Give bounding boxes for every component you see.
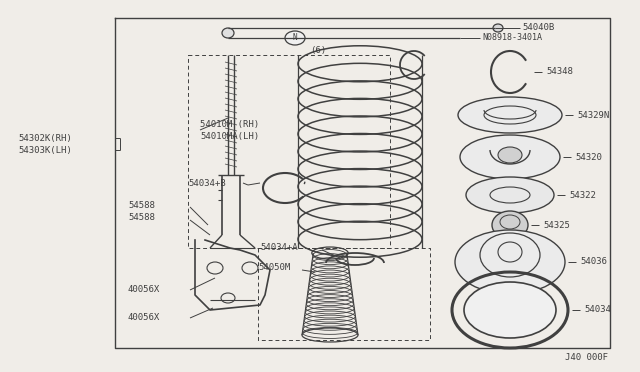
Text: 54050M: 54050M: [258, 263, 291, 273]
Text: 54034+B: 54034+B: [188, 179, 226, 187]
Text: 54034: 54034: [584, 305, 611, 314]
Text: 54303K(LH): 54303K(LH): [18, 145, 72, 154]
Text: 54036: 54036: [580, 257, 607, 266]
Text: (6): (6): [310, 45, 326, 55]
Text: 54320: 54320: [575, 153, 602, 161]
Text: N: N: [292, 33, 298, 42]
Ellipse shape: [222, 28, 234, 38]
Ellipse shape: [498, 147, 522, 163]
Ellipse shape: [466, 177, 554, 213]
Text: 54302K(RH): 54302K(RH): [18, 134, 72, 142]
Ellipse shape: [464, 282, 556, 338]
Text: 40056X: 40056X: [128, 285, 160, 295]
Text: 54329N: 54329N: [577, 110, 609, 119]
Text: 54325: 54325: [543, 221, 570, 230]
Text: 54348: 54348: [546, 67, 573, 77]
Ellipse shape: [285, 31, 305, 45]
Text: 54010M (RH): 54010M (RH): [200, 121, 259, 129]
Ellipse shape: [455, 230, 565, 294]
Text: 54322: 54322: [569, 190, 596, 199]
Ellipse shape: [492, 211, 528, 239]
Text: 54010MA(LH): 54010MA(LH): [200, 132, 259, 141]
Text: N08918-3401A: N08918-3401A: [482, 33, 542, 42]
Text: 54588: 54588: [128, 214, 155, 222]
Text: 40056X: 40056X: [128, 314, 160, 323]
Ellipse shape: [493, 24, 503, 32]
Ellipse shape: [460, 135, 560, 179]
Text: 54588: 54588: [128, 201, 155, 209]
Ellipse shape: [458, 97, 562, 133]
Text: 54034+A: 54034+A: [260, 244, 298, 253]
Text: 54040B: 54040B: [522, 23, 554, 32]
Text: J40 000F: J40 000F: [565, 353, 608, 362]
